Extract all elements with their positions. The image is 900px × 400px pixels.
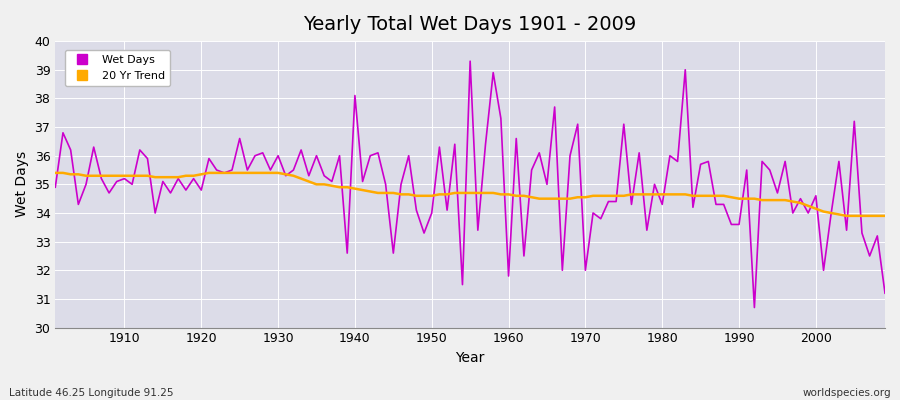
Text: worldspecies.org: worldspecies.org	[803, 388, 891, 398]
Text: Latitude 46.25 Longitude 91.25: Latitude 46.25 Longitude 91.25	[9, 388, 174, 398]
X-axis label: Year: Year	[455, 351, 485, 365]
Title: Yearly Total Wet Days 1901 - 2009: Yearly Total Wet Days 1901 - 2009	[303, 15, 637, 34]
Legend: Wet Days, 20 Yr Trend: Wet Days, 20 Yr Trend	[65, 50, 170, 86]
Y-axis label: Wet Days: Wet Days	[15, 151, 29, 218]
